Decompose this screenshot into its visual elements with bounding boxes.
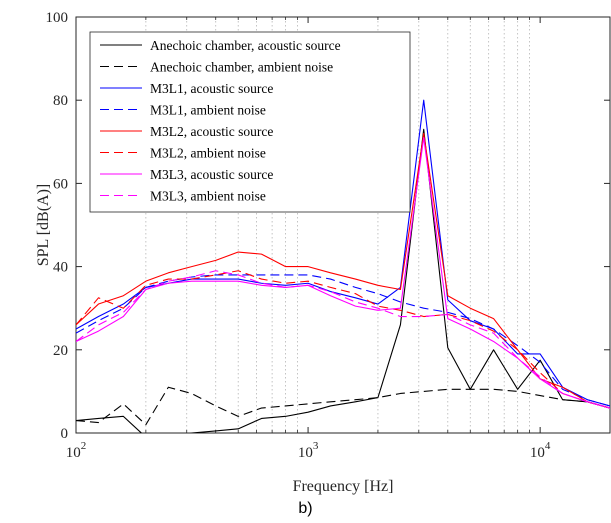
tick-labels: 102 103 104 0 20 40 60 80 100 (46, 10, 551, 461)
legend-label: Anechoic chamber, ambient noise (150, 60, 333, 75)
series-line-7 (76, 137, 610, 409)
y-tick-label: 100 (46, 10, 69, 26)
legend-label: M3L1, acoustic source (150, 81, 273, 96)
legend-label: M3L2, acoustic source (150, 124, 273, 139)
series-line-8 (76, 270, 610, 409)
x-axis-title: Frequency [Hz] (293, 478, 394, 495)
spl-frequency-chart: 102 103 104 0 20 40 60 80 100 Frequency [Hz] SPL… (35, 10, 611, 495)
x-tick-label: 103 (298, 440, 319, 461)
legend-box (89, 31, 411, 213)
x-tick-label: 104 (530, 440, 551, 461)
series-lines (76, 99, 610, 433)
legend: Anechoic chamber, acoustic source Anechoi… (89, 31, 411, 213)
series-line-1 (76, 128, 610, 433)
x-tick-label: 102 (66, 440, 87, 461)
y-tick-label: 40 (53, 260, 68, 276)
y-tick-label: 80 (53, 93, 68, 109)
y-tick-label: 20 (53, 343, 68, 359)
plot-area (75, 16, 611, 434)
legend-label: M3L2, ambient noise (150, 146, 266, 161)
panel-label: b) (298, 500, 313, 517)
y-axis-title: SPL [dB(A)] (35, 184, 52, 267)
legend-label: M3L1, ambient noise (150, 103, 266, 118)
y-tick-label: 0 (61, 426, 69, 442)
legend-label: M3L3, acoustic source (150, 167, 273, 182)
series-line-2 (76, 386, 610, 426)
legend-label: M3L3, ambient noise (150, 189, 266, 204)
series-line-4 (76, 274, 610, 407)
y-tick-label: 60 (53, 176, 68, 192)
series-line-5 (76, 132, 610, 409)
legend-label: Anechoic chamber, acoustic source (150, 38, 341, 53)
series-line-6 (76, 270, 610, 409)
axis-ticks (75, 16, 611, 434)
